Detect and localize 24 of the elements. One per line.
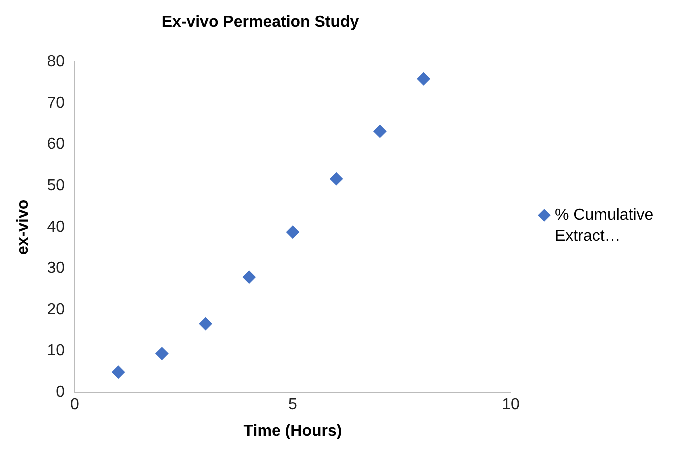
y-axis-title: ex-vivo bbox=[15, 200, 32, 255]
x-tick-label: 5 bbox=[288, 396, 298, 414]
y-tick-label: 30 bbox=[47, 260, 66, 278]
y-tick-label: 20 bbox=[47, 301, 66, 318]
point bbox=[112, 366, 126, 379]
y-tick-label: 40 bbox=[47, 218, 66, 236]
point bbox=[374, 125, 387, 138]
point bbox=[330, 172, 344, 186]
legend-label: % Cumulative Extract… bbox=[555, 206, 655, 247]
y-tick-label: 70 bbox=[47, 94, 66, 112]
y-tick-label: 60 bbox=[47, 136, 66, 154]
y-tick-label: 0 bbox=[56, 384, 66, 402]
x-tick-label: 10 bbox=[502, 396, 520, 414]
x-tick-label: 0 bbox=[70, 396, 80, 414]
y-tick-label: 50 bbox=[47, 178, 66, 195]
point bbox=[417, 72, 430, 86]
point bbox=[242, 270, 256, 284]
x-axis-title: Time (Hours) bbox=[244, 422, 342, 440]
point bbox=[286, 226, 300, 239]
point bbox=[156, 347, 169, 360]
point bbox=[199, 318, 212, 331]
y-tick-label: 80 bbox=[47, 54, 66, 71]
y-tick-label: 10 bbox=[47, 342, 66, 360]
chart-title: Ex-vivo Permeation Study bbox=[162, 14, 360, 32]
